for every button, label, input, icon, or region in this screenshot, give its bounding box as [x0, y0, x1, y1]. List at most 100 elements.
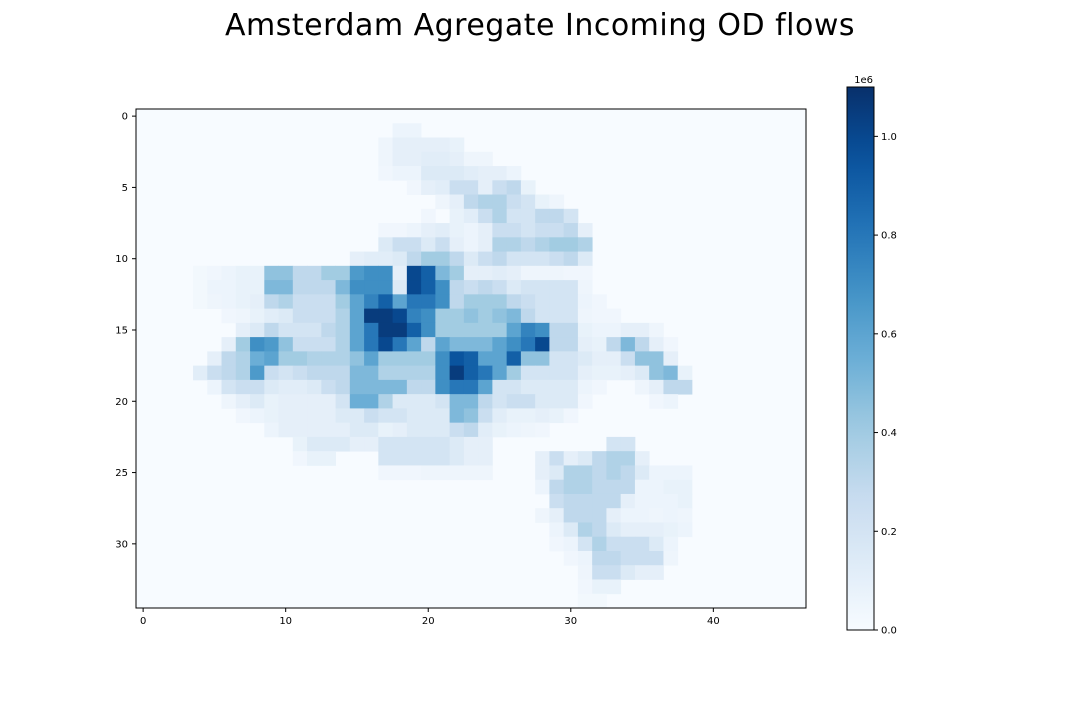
heatmap-cell: [520, 322, 536, 338]
y-tick-label: 10: [115, 254, 128, 265]
heatmap-cell: [221, 265, 237, 281]
heatmap-cell: [563, 265, 579, 281]
heatmap-cell: [278, 408, 294, 424]
heatmap-cell: [406, 394, 422, 409]
heatmap-cell: [292, 422, 308, 438]
heatmap-cell: [535, 422, 550, 438]
heatmap-cell: [634, 351, 650, 367]
heatmap-cell: [307, 436, 322, 452]
heatmap-cell: [577, 493, 593, 509]
heatmap-cell: [535, 365, 550, 381]
heatmap-cell: [378, 365, 393, 381]
heatmap-cell: [378, 166, 393, 181]
heatmap-cell: [435, 265, 451, 281]
heatmap-cell: [392, 465, 408, 481]
heatmap-cell: [492, 322, 508, 338]
heatmap-cell: [463, 394, 479, 409]
heatmap-cell: [563, 251, 579, 267]
heatmap-cell: [392, 408, 408, 424]
heatmap-cell: [478, 194, 493, 210]
heatmap-cell: [264, 280, 279, 295]
heatmap-cell: [492, 294, 508, 309]
heatmap-cell: [478, 151, 493, 167]
heatmap-cell: [649, 536, 664, 552]
heatmap-cell: [364, 280, 379, 295]
heatmap-cell: [577, 280, 593, 295]
heatmap-cell: [577, 394, 593, 409]
heatmap-cell: [335, 280, 351, 295]
heatmap-cell: [663, 479, 679, 495]
heatmap-cell: [577, 294, 593, 309]
heatmap-cell: [364, 337, 379, 352]
heatmap-cell: [463, 194, 479, 210]
heatmap-cell: [321, 322, 336, 338]
heatmap-cell: [463, 379, 479, 395]
heatmap-cell: [663, 379, 679, 395]
heatmap-cell: [463, 451, 479, 466]
heatmap-cell: [278, 280, 294, 295]
heatmap-cell: [406, 123, 422, 138]
heatmap-cell: [421, 151, 436, 167]
heatmap-cell: [535, 379, 550, 395]
heatmap-cell: [307, 379, 322, 395]
heatmap-cell: [435, 251, 451, 267]
heatmap-cell: [449, 408, 465, 424]
heatmap-cell: [378, 308, 393, 324]
heatmap-cell: [435, 194, 451, 210]
heatmap-cell: [492, 166, 508, 181]
heatmap-cell: [620, 436, 636, 452]
heatmap-cell: [292, 294, 308, 309]
heatmap-cell: [492, 394, 508, 409]
heatmap-cell: [321, 422, 336, 438]
heatmap-cell: [392, 365, 408, 381]
heatmap-cell: [492, 422, 508, 438]
heatmap-cell: [535, 408, 550, 424]
heatmap-cell: [592, 493, 607, 509]
y-tick-label: 5: [122, 183, 128, 194]
heatmap-cell: [592, 536, 607, 552]
heatmap-cell: [378, 137, 393, 153]
heatmap-cell: [421, 394, 436, 409]
heatmap-cell: [592, 379, 607, 395]
heatmap-cell: [634, 550, 650, 566]
heatmap-cell: [677, 379, 693, 395]
heatmap-cell: [335, 379, 351, 395]
heatmap-cell: [634, 379, 650, 395]
heatmap-cell: [364, 365, 379, 381]
heatmap-cell: [435, 237, 451, 252]
heatmap-cell: [349, 394, 365, 409]
heatmap-cell: [349, 408, 365, 424]
heatmap-cell: [663, 337, 679, 352]
heatmap-cell: [392, 394, 408, 409]
heatmap-cell: [506, 223, 522, 238]
heatmap-cell: [506, 365, 522, 381]
heatmap-cell: [378, 379, 393, 395]
heatmap-cell: [478, 379, 493, 395]
heatmap-cell: [349, 422, 365, 438]
heatmap-cell: [620, 493, 636, 509]
heatmap-cell: [349, 251, 365, 267]
heatmap-cell: [449, 208, 465, 224]
heatmap-cell: [677, 493, 693, 509]
heatmap-cell: [506, 251, 522, 267]
heatmap-cell: [663, 394, 679, 409]
heatmap-cell: [335, 436, 351, 452]
heatmap-cell: [492, 351, 508, 367]
heatmap-cell: [435, 180, 451, 195]
y-tick-label: 20: [115, 397, 128, 408]
heatmap-cell: [349, 280, 365, 295]
heatmap-cell: [307, 294, 322, 309]
heatmap-cell: [292, 379, 308, 395]
heatmap-cell: [449, 265, 465, 281]
heatmap-cell: [449, 180, 465, 195]
heatmap-cell: [520, 337, 536, 352]
heatmap-cell: [577, 337, 593, 352]
heatmap-cell: [449, 351, 465, 367]
heatmap-cell: [378, 280, 393, 295]
heatmap-cell: [235, 351, 251, 367]
heatmap-cell: [577, 565, 593, 580]
heatmap-cell: [549, 308, 565, 324]
heatmap-cell: [592, 550, 607, 566]
heatmap-cell: [321, 408, 336, 424]
heatmap-cell: [677, 365, 693, 381]
